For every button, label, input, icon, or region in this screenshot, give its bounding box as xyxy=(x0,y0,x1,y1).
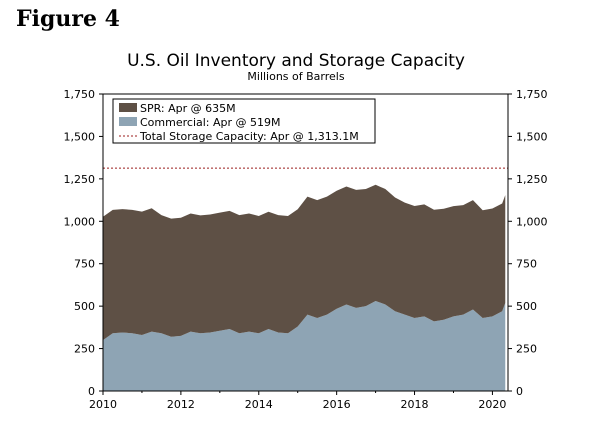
y-tick-label-right: 250 xyxy=(516,343,537,356)
legend-box xyxy=(112,98,376,144)
x-tick-label: 2014 xyxy=(245,398,273,411)
legend-item-storage-capacity-label: Total Storage Capacity: Apr @ 1,313.1M xyxy=(139,130,359,143)
y-tick-label-right: 1,000 xyxy=(516,215,548,228)
axes: 0 0 250 250 500 500 750 750 1,000 1,000 1,250 1,250… xyxy=(64,88,548,411)
y-tick-label-left: 500 xyxy=(74,300,95,313)
legend-item-spr-swatch xyxy=(119,103,137,112)
chart-title: U.S. Oil Inventory and Storage Capacity xyxy=(127,51,465,71)
legend-item-spr-label: SPR: Apr @ 635M xyxy=(140,102,236,115)
y-tick-label-left: 1,500 xyxy=(64,130,96,143)
y-tick-label-left: 0 xyxy=(88,385,95,398)
x-tick-label: 2010 xyxy=(89,398,117,411)
chart-subtitle: Millions of Barrels xyxy=(247,70,344,83)
series-area-0 xyxy=(103,301,506,391)
y-tick-label-right: 0 xyxy=(516,385,523,398)
y-tick-label-left: 1,250 xyxy=(64,173,96,186)
plot-frame xyxy=(102,93,509,392)
y-tick-label-right: 1,250 xyxy=(516,173,548,186)
y-tick-label-left: 1,000 xyxy=(64,215,96,228)
y-tick-label-right: 500 xyxy=(516,300,537,313)
y-tick-label-right: 750 xyxy=(516,258,537,271)
y-tick-label-right: 1,750 xyxy=(516,88,548,101)
x-tick-label: 2016 xyxy=(323,398,351,411)
figure-label: Figure 4 xyxy=(16,6,120,32)
x-tick-label: 2012 xyxy=(167,398,195,411)
x-tick-label: 2020 xyxy=(478,398,506,411)
y-tick-label-left: 250 xyxy=(74,343,95,356)
y-tick-label-left: 750 xyxy=(74,258,95,271)
legend-item-commercial-swatch xyxy=(119,117,137,126)
series-area-1 xyxy=(103,184,506,341)
legend-item-commercial-label: Commercial: Apr @ 519M xyxy=(140,116,281,129)
y-tick-label-left: 1,750 xyxy=(64,88,96,101)
plot-area xyxy=(103,167,508,391)
x-tick-label: 2018 xyxy=(401,398,429,411)
y-tick-label-right: 1,500 xyxy=(516,130,548,143)
